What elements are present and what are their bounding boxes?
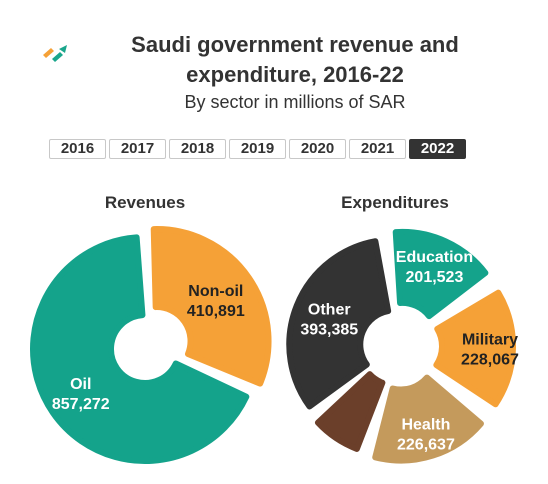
expenditures-military-value: 228,067: [461, 351, 519, 368]
logo-icon: [43, 45, 67, 62]
chart-title: Saudi government revenue and expenditure…: [95, 30, 495, 90]
expenditures-slice-military[interactable]: [433, 289, 516, 408]
year-button-2021[interactable]: 2021: [349, 139, 406, 159]
expenditures-health-label: Health: [401, 417, 450, 434]
title-line-2: expenditure, 2016-22: [186, 62, 404, 87]
expenditures-health-value: 226,637: [397, 437, 455, 454]
year-button-2018[interactable]: 2018: [169, 139, 226, 159]
revenues-non-oil-value: 410,891: [187, 303, 245, 320]
revenues-oil-value: 857,272: [52, 396, 110, 413]
revenues-pie: Non-oil 410,891 Oil 857,272: [30, 226, 272, 464]
expenditures-other-value: 393,385: [300, 322, 358, 339]
year-button-2022[interactable]: 2022: [409, 139, 466, 159]
revenues-oil-label: Oil: [70, 376, 91, 393]
expenditures-slice-unlabeled[interactable]: [314, 371, 386, 452]
expenditures-education-value: 201,523: [406, 269, 464, 286]
revenues-non-oil-label: Non-oil: [188, 283, 243, 300]
year-button-2016[interactable]: 2016: [49, 139, 106, 159]
title-line-1: Saudi government revenue and: [131, 32, 459, 57]
expenditures-education-label: Education: [396, 249, 473, 266]
expenditures-military-label: Military: [462, 331, 518, 348]
chart-subtitle: By sector in millions of SAR: [184, 92, 406, 112]
pie-charts: Revenues Expenditures Non-oil 410,891 Oil 8…: [30, 193, 519, 464]
expenditures-slice-education[interactable]: [392, 228, 489, 320]
year-button-2019[interactable]: 2019: [229, 139, 286, 159]
year-selector: 2016 2017 2018 2019 2020 2021 2022: [49, 139, 466, 159]
revenues-slice-non-oil[interactable]: [150, 226, 272, 387]
revenues-slice-oil[interactable]: [30, 234, 250, 464]
year-button-2017[interactable]: 2017: [109, 139, 166, 159]
expenditures-slice-health[interactable]: [372, 374, 484, 464]
expenditures-chart-title: Expenditures: [341, 193, 449, 212]
expenditures-slice-other[interactable]: [286, 238, 392, 410]
revenues-chart-title: Revenues: [105, 193, 185, 212]
year-button-2020[interactable]: 2020: [289, 139, 346, 159]
expenditures-pie: Other 393,385 Education 201,523 Military 228,…: [286, 228, 519, 464]
expenditures-other-label: Other: [308, 302, 351, 319]
